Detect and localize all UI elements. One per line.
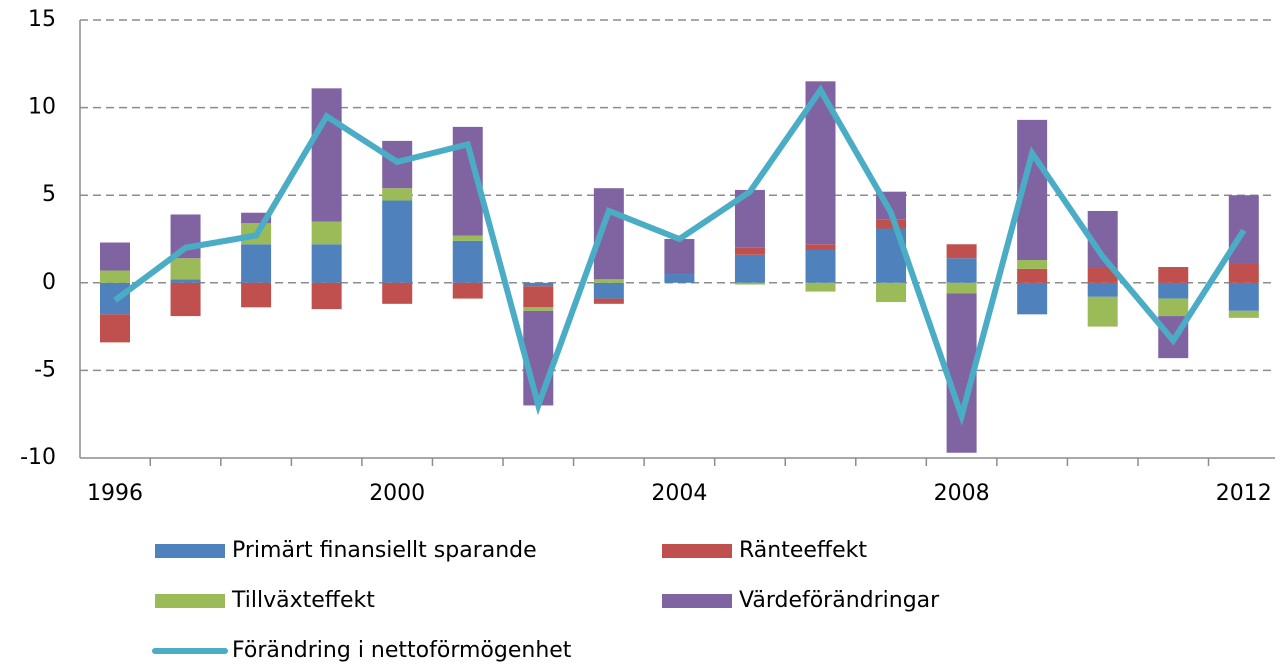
bar <box>1158 267 1189 283</box>
legend-label: Värdeförändringar <box>739 588 940 613</box>
bar <box>1158 298 1189 317</box>
bar <box>170 214 201 259</box>
bar <box>170 282 201 317</box>
bar <box>170 279 201 283</box>
bar <box>734 247 765 255</box>
bar <box>593 282 624 299</box>
bar <box>805 249 836 283</box>
bar <box>664 274 695 283</box>
legend-label: Tillväxteffekt <box>231 588 375 613</box>
bar <box>100 270 130 283</box>
bar <box>311 88 342 222</box>
bar <box>1228 263 1259 283</box>
legend-label: Ränteeffekt <box>739 538 867 563</box>
legend-label: Förändring i nettoförmögenhet <box>232 638 572 663</box>
line <box>113 84 1247 427</box>
bar <box>593 279 624 283</box>
bar <box>1017 268 1048 283</box>
bar <box>1017 260 1048 269</box>
bar <box>946 258 977 283</box>
x-tick-label: 2004 <box>651 481 707 506</box>
bar <box>1087 282 1118 297</box>
y-tick-label: 10 <box>28 95 56 120</box>
legend-label: Primärt finansiellt sparande <box>232 538 537 563</box>
legend-swatch <box>155 594 225 608</box>
y-tick-label: -5 <box>34 357 56 382</box>
bar <box>100 314 130 343</box>
bar <box>876 219 907 229</box>
bar <box>876 282 907 303</box>
legend-swatch <box>155 544 225 558</box>
y-tick-label: 5 <box>42 182 56 207</box>
bar <box>241 282 272 308</box>
bar <box>382 188 413 201</box>
y-tick-label: 0 <box>42 270 56 295</box>
bar <box>664 239 695 275</box>
bar <box>452 240 483 283</box>
bar <box>311 244 342 283</box>
bar <box>1017 282 1048 315</box>
bar <box>946 244 977 259</box>
x-tick-label: 2012 <box>1216 481 1272 506</box>
bar <box>805 282 836 292</box>
y-tick-label: 15 <box>28 7 56 32</box>
bar <box>241 244 272 283</box>
y-tick-label: -10 <box>20 445 56 470</box>
bar <box>311 282 342 310</box>
bar <box>523 307 554 311</box>
bar <box>241 212 272 224</box>
legend-swatch <box>662 544 732 558</box>
bar <box>946 282 977 294</box>
bar <box>1158 282 1189 299</box>
x-tick-label: 1996 <box>87 481 143 506</box>
bar <box>1228 195 1259 264</box>
bar <box>593 298 624 304</box>
bar <box>382 200 413 283</box>
bar <box>1087 267 1118 283</box>
bar <box>311 221 342 245</box>
bar <box>452 282 483 299</box>
bar <box>1228 310 1259 318</box>
bar <box>1228 282 1259 311</box>
bar <box>523 286 554 308</box>
bar <box>734 254 765 283</box>
bar <box>452 235 483 241</box>
x-tick-label: 2008 <box>934 481 990 506</box>
bar <box>523 282 554 287</box>
bar <box>170 258 201 280</box>
legend-swatch <box>662 594 732 608</box>
x-tick-label: 2000 <box>369 481 425 506</box>
bar <box>734 282 765 285</box>
bar <box>1087 296 1118 327</box>
bar <box>805 244 836 250</box>
bar <box>100 242 130 271</box>
bar <box>382 282 413 304</box>
